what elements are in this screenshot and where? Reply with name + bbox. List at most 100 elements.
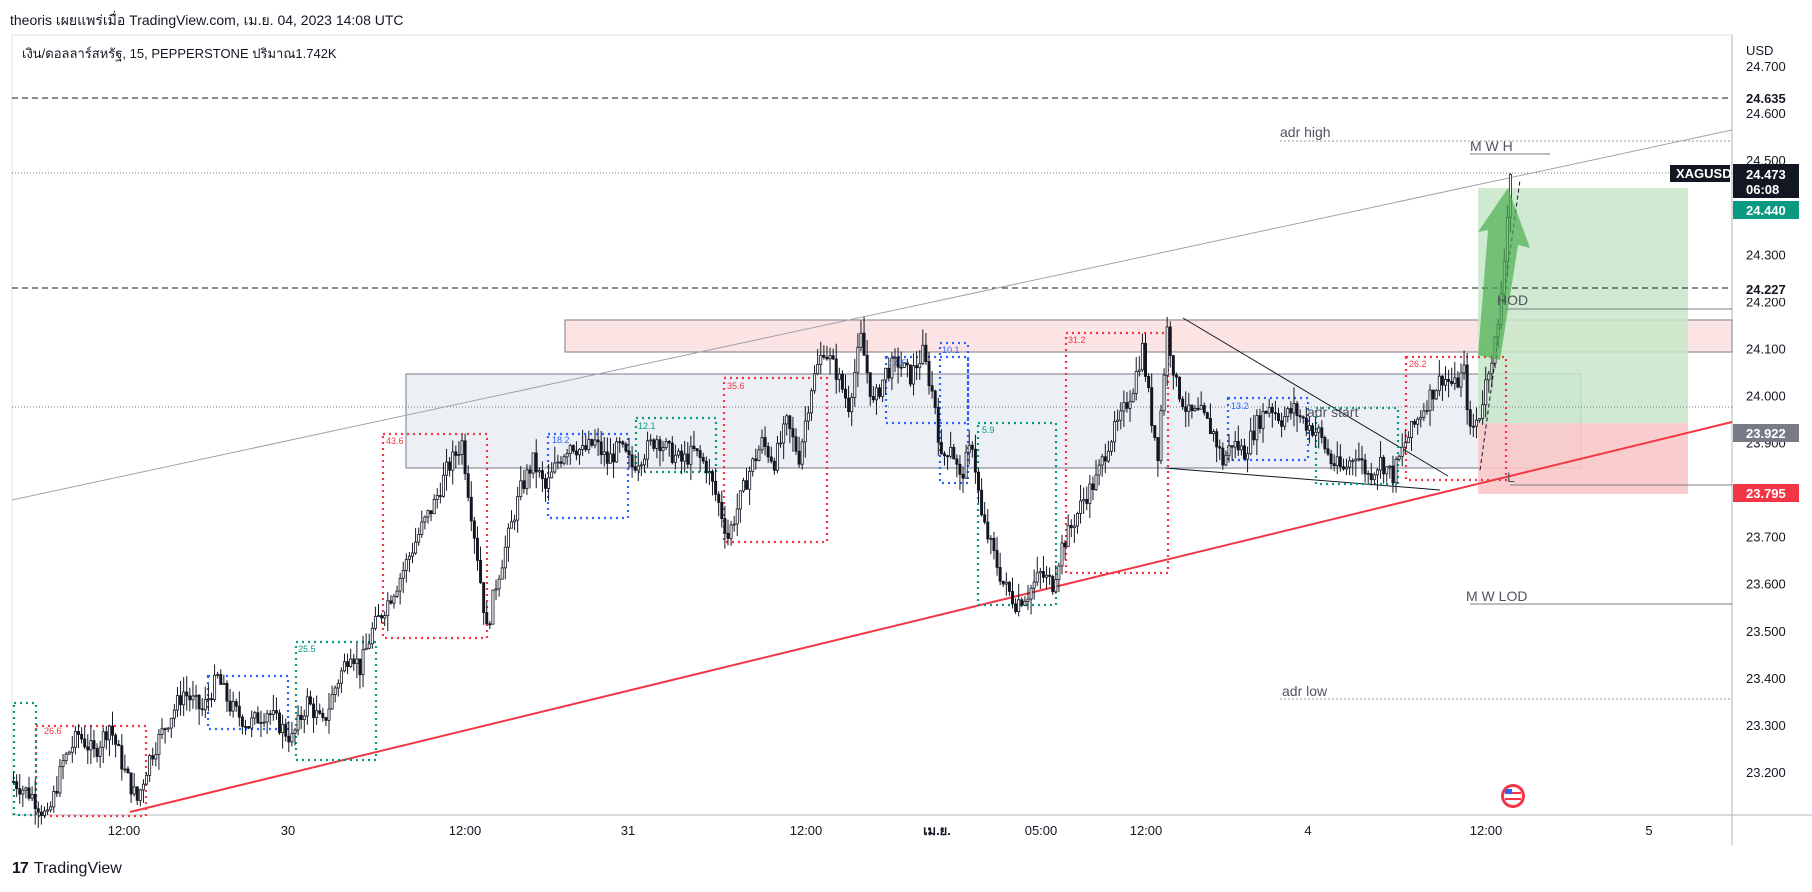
candle-body (1382, 456, 1386, 475)
candle-body (1131, 392, 1135, 403)
candle-body (377, 615, 380, 618)
hod-label: HOD (1497, 292, 1528, 308)
candle-body (1440, 375, 1444, 386)
us-flag-event-icon[interactable] (1501, 784, 1525, 808)
candle-body (160, 728, 164, 735)
candle-body (1014, 603, 1018, 613)
candle-body (1447, 378, 1451, 382)
candle-body (265, 713, 269, 723)
tradingview-logo[interactable]: 17 TradingView (12, 860, 122, 878)
candle-body (1354, 458, 1358, 462)
candle-body (983, 514, 987, 523)
zone-label: 43.6 (386, 436, 404, 446)
candle-body (256, 712, 260, 724)
candle-body (1181, 398, 1185, 408)
candle-body (1249, 430, 1253, 455)
candle-body (908, 364, 912, 385)
candle-body (27, 787, 31, 799)
candle-body (1252, 430, 1256, 441)
candle-body (874, 387, 878, 401)
candle-body (754, 458, 758, 462)
bullish-arrow[interactable] (1478, 188, 1530, 360)
time-label: 4 (1304, 823, 1311, 838)
candle-body (596, 439, 600, 443)
candle-body (1242, 445, 1246, 460)
candle-body (537, 470, 541, 473)
wedge-upper-line[interactable] (1182, 317, 1449, 477)
candle-body (1385, 466, 1389, 475)
candle-body (707, 471, 711, 474)
price-tick: 23.200 (1746, 765, 1786, 780)
candle-body (1032, 581, 1036, 589)
candle-body (1471, 425, 1475, 428)
candle-body (698, 450, 702, 458)
candle-body (677, 450, 680, 456)
price-tick: 24.100 (1746, 341, 1786, 356)
price-box-24227 (1733, 280, 1799, 298)
candle-body (1280, 420, 1284, 427)
candle-body (562, 456, 566, 464)
upper-channel-line[interactable] (11, 129, 1733, 501)
price-box-24227-text: 24.227 (1746, 282, 1786, 297)
candle-body (1063, 542, 1067, 548)
candle-body (689, 445, 693, 465)
candle-body (1230, 445, 1234, 448)
candle-body (330, 694, 334, 710)
candle-body (1060, 542, 1064, 567)
candle-body (1304, 417, 1308, 431)
candle-body (206, 698, 210, 701)
candle-body (1462, 364, 1466, 374)
candle-body (1444, 378, 1447, 386)
candle-body (980, 489, 984, 516)
session-box-12 (1064, 331, 1170, 575)
candle-body (445, 461, 449, 476)
candle-body (942, 453, 946, 457)
candle-body (302, 715, 306, 720)
candle-body (646, 440, 650, 460)
candle-body (1174, 374, 1178, 378)
time-scale[interactable]: 12:00 30 12:00 31 12:00 เม.ย. 05:00 12:0… (108, 823, 1653, 838)
candle-body (816, 364, 820, 375)
candle-body (1069, 524, 1073, 529)
zone-label: 31.2 (1068, 335, 1086, 345)
tradingview-brand-text: TradingView (33, 860, 122, 877)
wedge-lower-line[interactable] (1164, 467, 1441, 491)
candle-body (1035, 572, 1039, 583)
candle-body (117, 743, 121, 747)
candle-body (1236, 440, 1240, 451)
candle-body (1227, 445, 1231, 456)
candle-body (305, 696, 309, 717)
candle-body (1345, 466, 1349, 470)
adr-start-label: adr start (1307, 404, 1358, 420)
candle-body (844, 388, 847, 399)
candle-body (271, 710, 275, 715)
candle-body (946, 455, 950, 458)
candle-body (210, 698, 213, 701)
candle-body (840, 373, 844, 390)
candle-body (1320, 427, 1324, 438)
candle-body (1394, 458, 1398, 484)
candle-body (859, 332, 863, 348)
candle-body (803, 420, 807, 443)
entry-price-text: 23.922 (1746, 426, 1786, 441)
candle-body (1338, 456, 1342, 468)
candle-body (1187, 404, 1191, 412)
candle-body (1097, 464, 1101, 476)
candle-body (475, 537, 479, 561)
candle-body (281, 723, 285, 734)
session-box-7 (634, 416, 718, 474)
candle-body (1001, 580, 1005, 585)
candle-body (367, 643, 371, 649)
candle-body (958, 463, 962, 475)
candle-body (420, 521, 424, 535)
candle-body (711, 471, 714, 482)
rising-support-line[interactable] (129, 421, 1733, 813)
adr-high-label: adr high (1280, 124, 1331, 140)
candle-body (847, 397, 851, 413)
candle-body (290, 733, 294, 743)
candle-body (111, 725, 114, 736)
candle-body (868, 372, 872, 397)
candle-body (1184, 406, 1188, 412)
candle-body (513, 519, 517, 523)
